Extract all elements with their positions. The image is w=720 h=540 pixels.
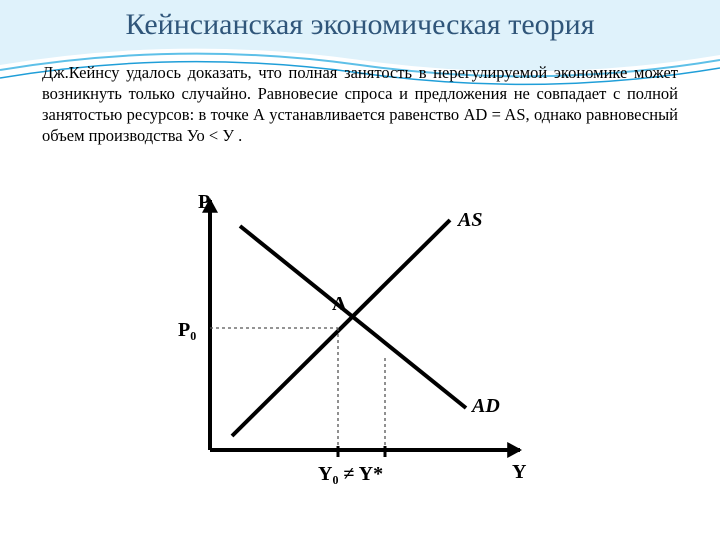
svg-text:AD: AD [470,395,500,417]
svg-text:P₀: P₀ [178,319,196,341]
ad-as-chart: AS AD A P P₀ Y Y₀ ≠ Y* [150,190,580,510]
svg-text:AS: AS [456,209,482,231]
slide-title: Кейнсианская экономическая теория [0,8,720,42]
svg-text:P: P [198,191,210,213]
svg-text:Y: Y [512,461,527,483]
svg-text:A: A [332,293,347,315]
svg-text:Y₀ ≠ Y*: Y₀ ≠ Y* [318,463,383,485]
slide-paragraph: Дж.Кейнсу удалось доказать, что полная з… [42,62,678,146]
